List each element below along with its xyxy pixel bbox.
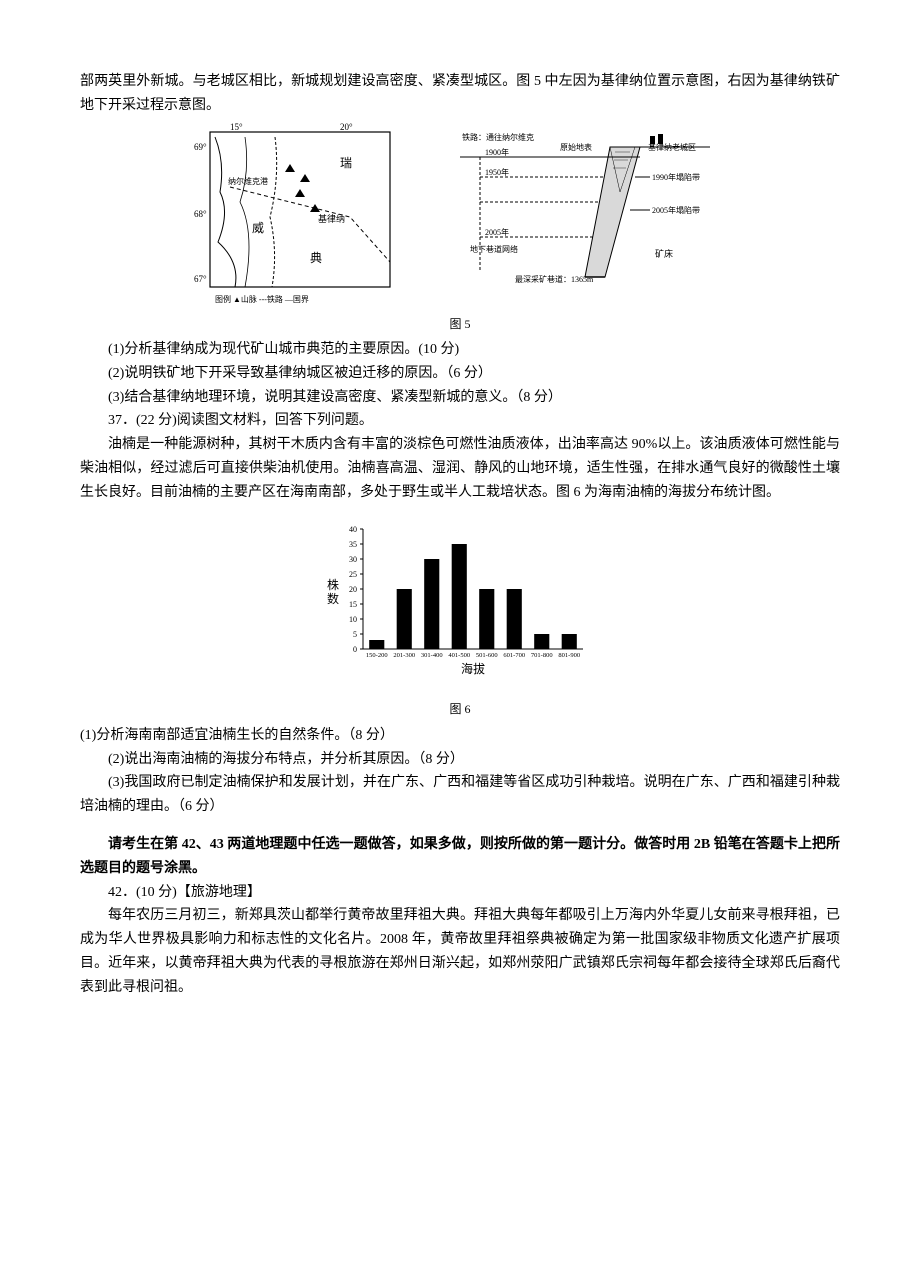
label-kiruna: 基律纳 bbox=[318, 213, 345, 224]
figure-5: 15° 20° 69° 68° 67° 纳尔维克港 瑞 威 基律纳 典 图例 ▲… bbox=[80, 122, 840, 334]
svg-text:35: 35 bbox=[349, 540, 357, 549]
fig5-section: 铁路：通往纳尔维克 1900年 1950年 2005年 地下巷道网络 原始地表 … bbox=[440, 122, 730, 292]
label-narvik: 纳尔维克港 bbox=[228, 176, 268, 186]
figure-6: 0 5 10 15 20 25 30 35 40 150-200 201-300 301-400 401… bbox=[80, 509, 840, 720]
q36-3: (3)结合基律纳地理环境，说明其建设高密度、紧凑型新城的意义。（8 分） bbox=[80, 386, 840, 410]
sec-tunnels: 地下巷道网络 bbox=[470, 244, 518, 254]
map-legend: 图例 ▲山脉 ---铁路 —国界 bbox=[215, 294, 309, 304]
fig5-map: 15° 20° 69° 68° 67° 纳尔维克港 瑞 威 基律纳 典 图例 ▲… bbox=[190, 122, 410, 312]
svg-text:20: 20 bbox=[349, 585, 357, 594]
svg-text:5: 5 bbox=[353, 630, 357, 639]
svg-text:201-300: 201-300 bbox=[393, 652, 415, 659]
lat-69: 69° bbox=[194, 142, 207, 152]
svg-text:601-700: 601-700 bbox=[503, 652, 525, 659]
q37-q3: (3)我国政府已制定油楠保护和发展计划，并在广东、广西和福建等省区成功引种栽培。… bbox=[80, 771, 840, 819]
lat-68: 68° bbox=[194, 209, 207, 219]
svg-text:15: 15 bbox=[349, 600, 357, 609]
svg-text:501-600: 501-600 bbox=[476, 652, 498, 659]
svg-text:701-800: 701-800 bbox=[531, 652, 553, 659]
lon-15: 15° bbox=[230, 122, 243, 132]
sec-deep: 最深采矿巷道：1365m bbox=[515, 274, 594, 284]
fig6-caption: 图 6 bbox=[80, 699, 840, 719]
intro-paragraph: 部两英里外新城。与老城区相比，新城规划建设高密度、紧凑型城区。图 5 中左因为基… bbox=[80, 70, 840, 118]
q42-title: 42．(10 分)【旅游地理】 bbox=[80, 881, 840, 905]
svg-text:海拔: 海拔 bbox=[461, 661, 485, 676]
sec-railway: 铁路：通往纳尔维克 bbox=[462, 132, 534, 142]
label-norway: 威 bbox=[252, 221, 264, 235]
lat-67: 67° bbox=[194, 274, 207, 284]
q37-title: 37．(22 分)阅读图文材料，回答下列问题。 bbox=[80, 409, 840, 433]
label-dian: 典 bbox=[310, 251, 322, 265]
lon-20: 20° bbox=[340, 122, 353, 132]
sec-2005z: 2005年塌陷带 bbox=[652, 205, 700, 215]
q37-p1: 油楠是一种能源树种，其树干木质内含有丰富的淡棕色可燃性油质液体，出油率高达 90… bbox=[80, 433, 840, 504]
q37-q2: (2)说出海南油楠的海拔分布特点，并分析其原因。（8 分） bbox=[80, 748, 840, 772]
svg-text:401-500: 401-500 bbox=[448, 652, 470, 659]
q36-1: (1)分析基律纳成为现代矿山城市典范的主要原因。(10 分) bbox=[80, 338, 840, 362]
svg-text:150-200: 150-200 bbox=[366, 652, 388, 659]
q42-p1: 每年农历三月初三，新郑具茨山都举行黄帝故里拜祖大典。拜祖大典每年都吸引上万海内外… bbox=[80, 904, 840, 999]
svg-text:0: 0 bbox=[353, 645, 357, 654]
svg-text:801-900: 801-900 bbox=[558, 652, 580, 659]
q36-2: (2)说明铁矿地下开采导致基律纳城区被迫迁移的原因。（6 分） bbox=[80, 362, 840, 386]
fig5-caption: 图 5 bbox=[80, 314, 840, 334]
svg-text:25: 25 bbox=[349, 570, 357, 579]
sec-1990z: 1990年塌陷带 bbox=[652, 172, 700, 182]
svg-text:株数: 株数 bbox=[327, 577, 339, 606]
fig6-chart: 0 5 10 15 20 25 30 35 40 150-200 201-300 301-400 401… bbox=[315, 509, 605, 689]
label-sweden: 瑞 bbox=[340, 156, 352, 170]
sec-1900: 1900年 bbox=[485, 147, 509, 157]
svg-text:30: 30 bbox=[349, 555, 357, 564]
svg-text:10: 10 bbox=[349, 615, 357, 624]
choice-note: 请考生在第 42、43 两道地理题中任选一题做答，如果多做，则按所做的第一题计分… bbox=[80, 833, 840, 881]
sec-1950: 1950年 bbox=[485, 167, 509, 177]
sec-orig: 原始地表 bbox=[560, 142, 592, 152]
svg-text:301-400: 301-400 bbox=[421, 652, 443, 659]
sec-2005: 2005年 bbox=[485, 227, 509, 237]
q37-q1: (1)分析海南南部适宜油楠生长的自然条件。（8 分） bbox=[80, 724, 840, 748]
sec-ore: 矿床 bbox=[655, 248, 673, 259]
svg-text:40: 40 bbox=[349, 525, 357, 534]
